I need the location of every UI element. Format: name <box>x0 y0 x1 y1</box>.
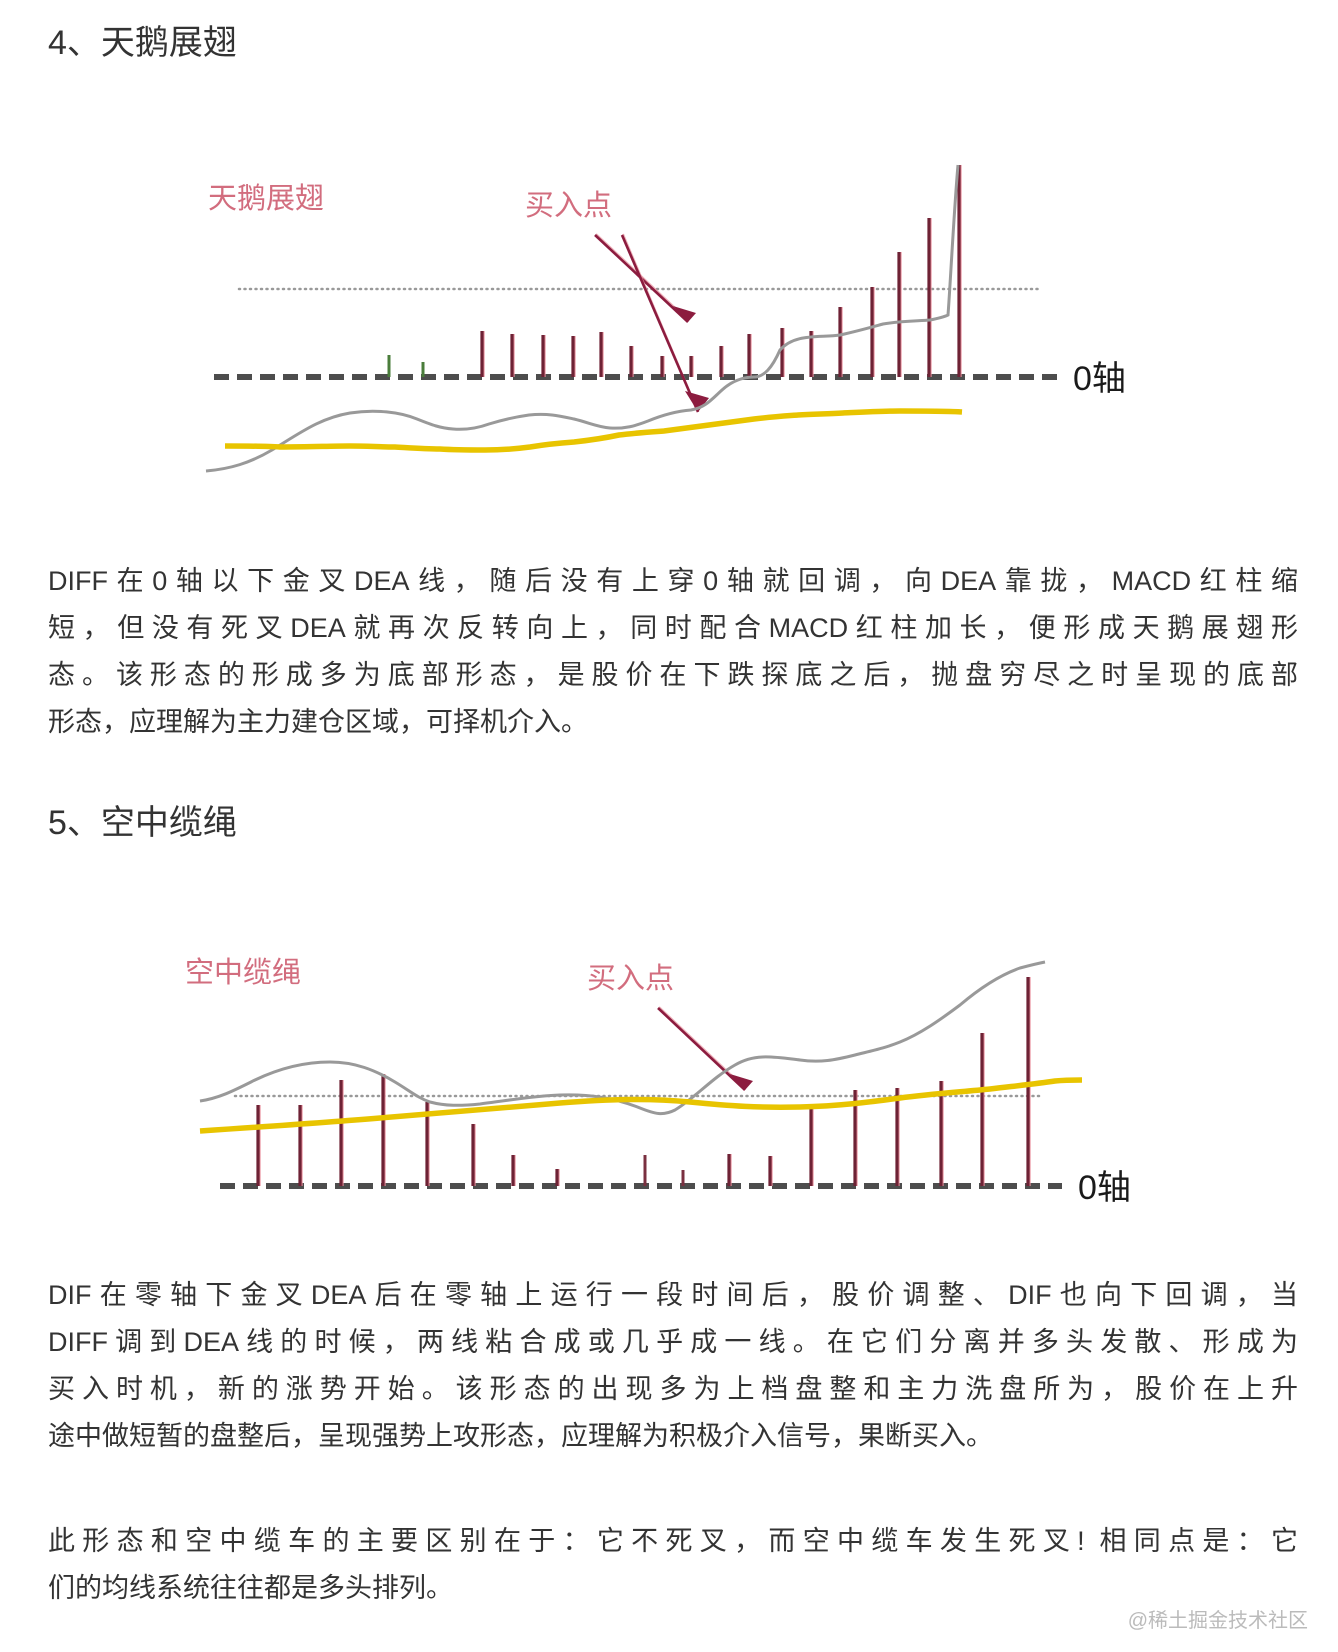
svg-text:天鹅展翅: 天鹅展翅 <box>208 182 324 215</box>
svg-text:买入点: 买入点 <box>525 189 612 222</box>
svg-text:0轴: 0轴 <box>1073 360 1126 398</box>
svg-text:买入点: 买入点 <box>587 962 674 995</box>
svg-text:0轴: 0轴 <box>1078 1169 1131 1207</box>
svg-text:空中缆绳: 空中缆绳 <box>185 956 301 989</box>
